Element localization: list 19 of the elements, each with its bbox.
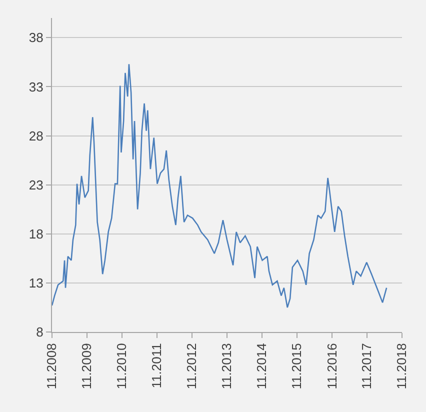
x-tick-label: 11.2010 bbox=[114, 343, 130, 390]
x-tick-label: 11.2009 bbox=[79, 343, 94, 390]
x-tick-label: 11.2014 bbox=[254, 343, 270, 390]
x-tick-label: 11.2012 bbox=[184, 343, 200, 390]
y-tick-label: 23 bbox=[28, 177, 44, 192]
x-tick-label: 11.2016 bbox=[324, 343, 340, 390]
x-tick-label: 11.2013 bbox=[219, 343, 234, 390]
x-tick-label: 11.2008 bbox=[44, 343, 60, 390]
y-tick-label: 8 bbox=[36, 324, 44, 340]
y-tick-label: 18 bbox=[28, 226, 44, 242]
x-tick-label: 11.2015 bbox=[289, 343, 304, 390]
x-tick-label: 11.2011 bbox=[149, 343, 164, 388]
y-tick-label: 28 bbox=[28, 128, 44, 144]
y-tick-label: 38 bbox=[28, 30, 44, 46]
y-tick-label: 13 bbox=[28, 275, 44, 290]
y-tick-label: 33 bbox=[28, 79, 44, 94]
line-series bbox=[52, 63, 388, 308]
x-tick-label: 11.2018 bbox=[394, 343, 410, 390]
x-tick-label: 11.2017 bbox=[359, 343, 374, 390]
